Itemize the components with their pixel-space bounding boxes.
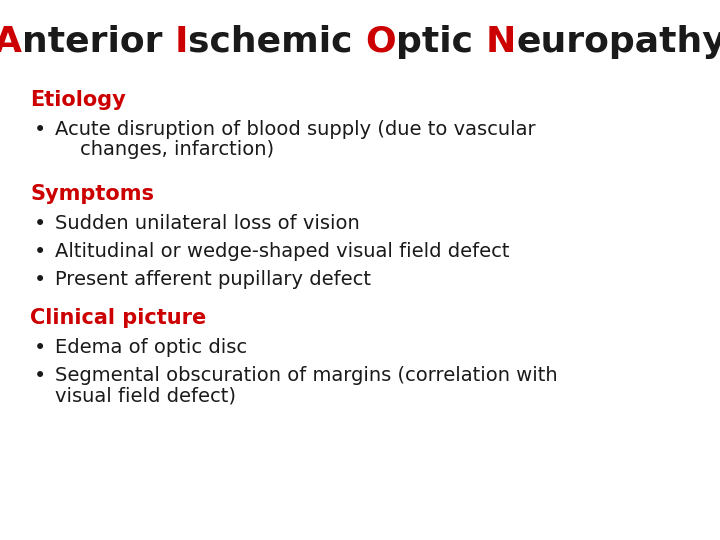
Text: Etiology: Etiology <box>30 90 126 110</box>
Text: Altitudinal or wedge-shaped visual field defect: Altitudinal or wedge-shaped visual field… <box>55 242 510 261</box>
Text: •: • <box>34 214 46 234</box>
Text: visual field defect): visual field defect) <box>55 386 236 405</box>
Text: •: • <box>34 338 46 358</box>
Text: Clinical picture: Clinical picture <box>30 308 206 328</box>
Text: schemic: schemic <box>189 25 366 59</box>
Text: A: A <box>0 25 22 59</box>
Text: O: O <box>366 25 397 59</box>
Text: nterior: nterior <box>22 25 175 59</box>
Text: changes, infarction): changes, infarction) <box>55 140 274 159</box>
Text: Segmental obscuration of margins (correlation with: Segmental obscuration of margins (correl… <box>55 366 557 385</box>
Text: •: • <box>34 270 46 290</box>
Text: Symptoms: Symptoms <box>30 184 154 204</box>
Text: I: I <box>175 25 189 59</box>
Text: Edema of optic disc: Edema of optic disc <box>55 338 247 357</box>
Text: •: • <box>34 120 46 140</box>
Text: •: • <box>34 366 46 386</box>
Text: Sudden unilateral loss of vision: Sudden unilateral loss of vision <box>55 214 360 233</box>
Text: europathy: europathy <box>516 25 720 59</box>
Text: ptic: ptic <box>397 25 486 59</box>
Text: N: N <box>486 25 516 59</box>
Text: Acute disruption of blood supply (due to vascular: Acute disruption of blood supply (due to… <box>55 120 536 139</box>
Text: •: • <box>34 242 46 262</box>
Text: Present afferent pupillary defect: Present afferent pupillary defect <box>55 270 371 289</box>
